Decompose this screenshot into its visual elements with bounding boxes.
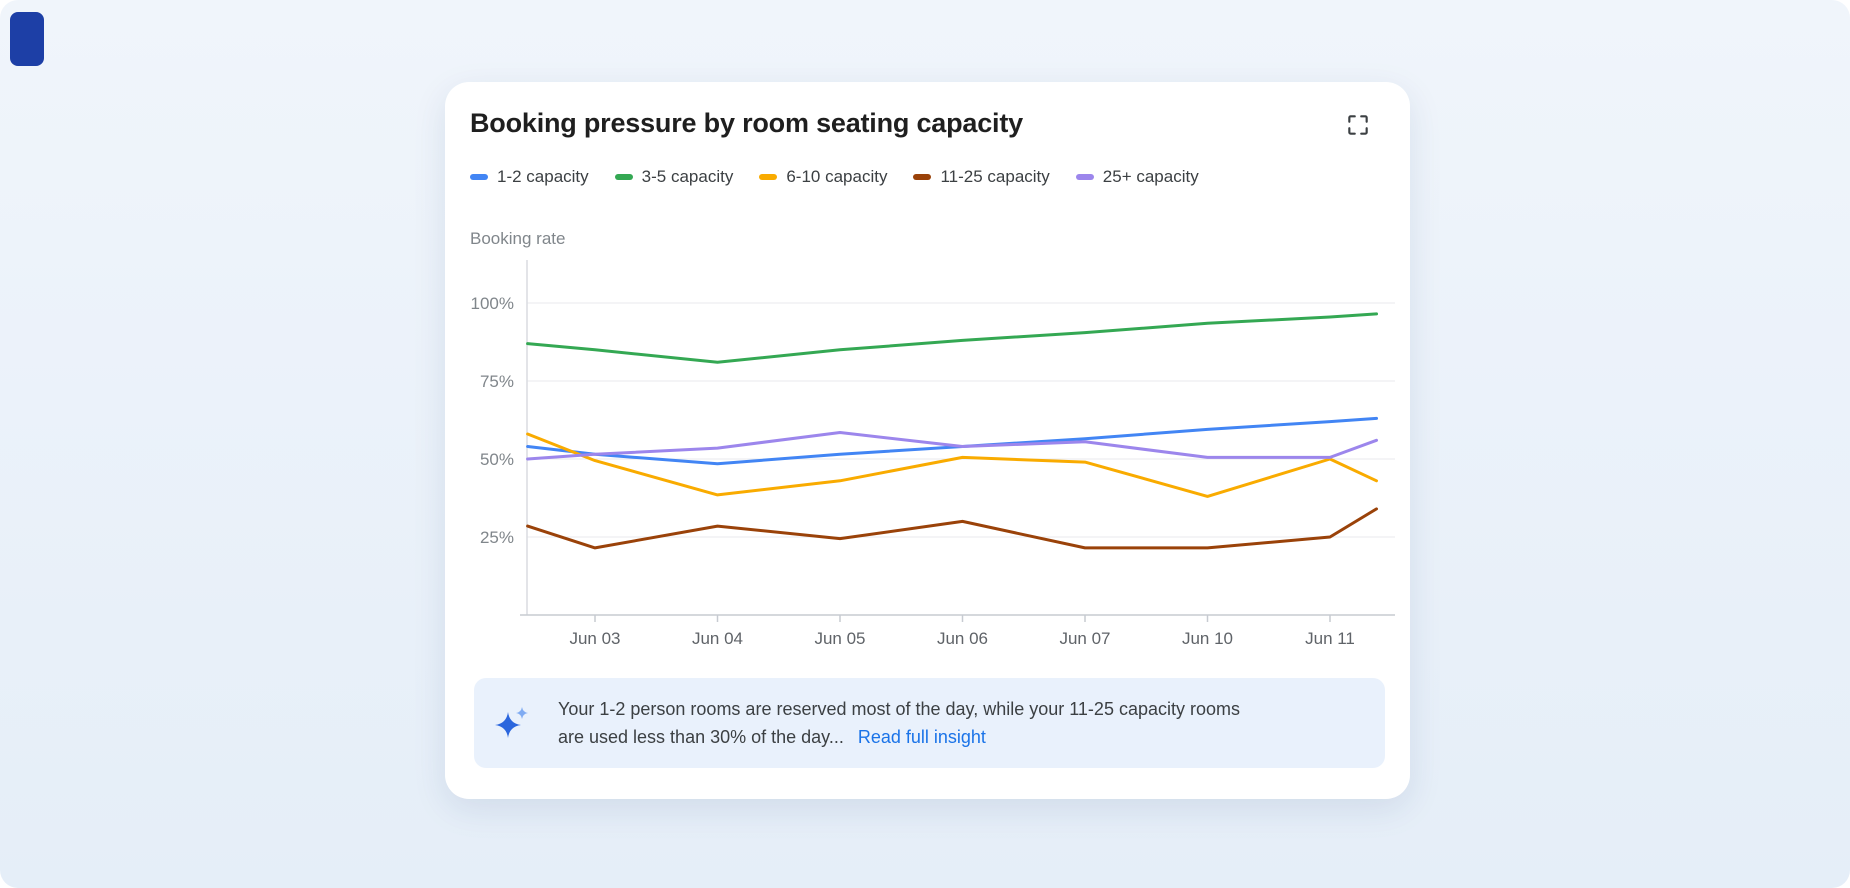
y-tick-label-100: 100% <box>471 294 514 313</box>
legend: 1-2 capacity 3-5 capacity 6-10 capacity 11-… <box>470 167 1199 187</box>
x-tick-label-jun-10: Jun 10 <box>1182 629 1233 648</box>
x-tick-label-jun-11: Jun 11 <box>1305 629 1355 648</box>
x-tick-label-jun-03: Jun 03 <box>569 629 620 648</box>
legend-item-1-2-capacity[interactable]: 1-2 capacity <box>470 167 589 187</box>
expand-button[interactable] <box>1341 108 1375 142</box>
legend-swatch <box>1075 174 1094 180</box>
insight-text-line1: Your 1-2 person rooms are reserved most … <box>558 699 1240 719</box>
page-title: Booking pressure by room seating capacit… <box>470 108 1023 138</box>
legend-label: 25+ capacity <box>1102 167 1199 186</box>
x-tick-label-jun-06: Jun 06 <box>937 629 988 648</box>
legend-label: 1-2 capacity <box>497 167 589 186</box>
fullscreen-expand-icon <box>1348 115 1368 135</box>
x-tick-label-jun-05: Jun 05 <box>814 629 865 648</box>
legend-swatch <box>913 174 932 180</box>
series-line-6-10-capacity[interactable] <box>526 432 1378 498</box>
y-tick-label-25: 25% <box>480 528 514 547</box>
legend-label: 3-5 capacity <box>641 167 734 186</box>
legend-item-3-5-capacity[interactable]: 3-5 capacity <box>614 167 734 187</box>
sparkle-icon <box>495 707 528 738</box>
y-axis-label: Booking rate <box>470 229 566 248</box>
legend-swatch <box>759 174 778 180</box>
legend-item-6-10-capacity[interactable]: 6-10 capacity <box>759 167 887 187</box>
x-tick-label-jun-04: Jun 04 <box>692 629 743 648</box>
series-line-3-5-capacity[interactable] <box>526 312 1378 364</box>
insight-banner: Your 1-2 person rooms are reserved most … <box>474 678 1385 768</box>
y-tick-label-75: 75% <box>480 372 514 391</box>
x-tick-label-jun-07: Jun 07 <box>1059 629 1110 648</box>
legend-label: 6-10 capacity <box>786 167 888 186</box>
insight-text-line2: are used less than 30% of the day... <box>558 727 844 747</box>
legend-swatch <box>614 174 633 180</box>
series-line-25+-capacity[interactable] <box>526 431 1378 461</box>
legend-label: 11-25 capacity <box>940 167 1050 186</box>
chart-card: Booking pressure by room seating capacit… <box>445 82 1410 799</box>
legend-swatch <box>470 174 488 180</box>
line-chart: 100% 75% 50% 25% Jun 03 Jun 04 Jun 05 Jun 06 Jun… <box>471 260 1395 648</box>
y-tick-label-50: 50% <box>480 450 514 469</box>
read-full-insight-link[interactable]: Read full insight <box>857 727 986 747</box>
legend-item-25+-capacity[interactable]: 25+ capacity <box>1075 167 1199 187</box>
corner-accent <box>10 12 44 66</box>
legend-item-11-25-capacity[interactable]: 11-25 capacity <box>913 167 1050 187</box>
series-line-11-25-capacity[interactable] <box>526 507 1378 550</box>
insight-text: Your 1-2 person rooms are reserved most … <box>558 695 1240 751</box>
